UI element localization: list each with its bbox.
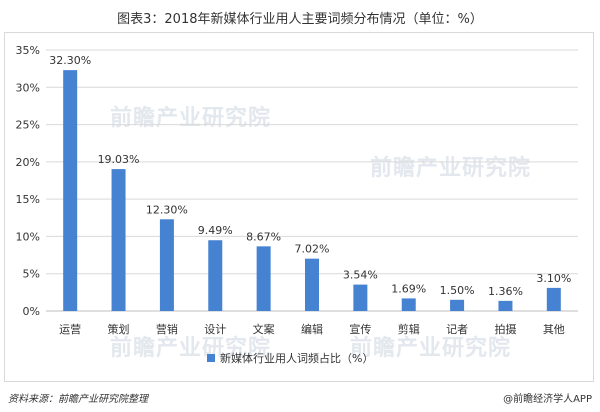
y-tick-label: 15% [16, 193, 40, 206]
bar [450, 299, 465, 311]
chart-title: 图表3：2018年新媒体行业用人主要词频分布情况（单位：%） [117, 12, 483, 27]
legend-swatch [207, 354, 215, 362]
data-label: 19.03% [98, 153, 140, 166]
y-tick-label: 30% [16, 81, 40, 94]
bar [159, 219, 174, 311]
watermark-1: 前瞻产业研究院 [110, 106, 272, 131]
bar [401, 298, 416, 311]
y-tick-label: 35% [16, 44, 40, 57]
bar [256, 246, 271, 311]
x-tick-label: 营销 [156, 322, 178, 336]
source-note: 资料来源：前瞻产业研究院整理 [8, 394, 148, 405]
x-tick-label: 运营 [59, 322, 81, 336]
bar [111, 169, 126, 311]
data-label: 1.69% [391, 282, 426, 295]
chart-frame [4, 32, 594, 382]
y-tick-label: 5% [23, 268, 40, 281]
legend-label: 新媒体行业用人词频占比（%） [220, 351, 373, 365]
x-tick-label: 记者 [446, 323, 468, 336]
data-label: 9.49% [198, 224, 233, 237]
x-tick-label: 拍摄 [494, 322, 516, 336]
data-label: 8.67% [246, 230, 281, 243]
bar [305, 258, 319, 311]
data-label: 1.50% [440, 284, 475, 297]
x-tick-label: 其他 [543, 323, 565, 336]
watermark-3: 前瞻产业研究院 [110, 336, 272, 361]
y-tick-label: 10% [16, 230, 40, 243]
brand-credit: @前瞻经济学人APP [503, 394, 592, 405]
bar [63, 70, 78, 312]
data-label: 3.10% [536, 272, 571, 285]
x-tick-label: 设计 [204, 323, 226, 336]
watermark-4: 前瞻产业研究院 [350, 336, 512, 361]
bar [353, 284, 368, 311]
x-tick-label: 剪辑 [398, 322, 420, 336]
y-tick-label: 20% [16, 156, 40, 169]
data-label: 3.54% [343, 269, 378, 282]
bar [498, 300, 513, 311]
x-tick-label: 编辑 [301, 322, 323, 336]
bar [208, 240, 223, 311]
data-label: 12.30% [146, 203, 188, 216]
x-tick-label: 策划 [108, 322, 130, 336]
y-tick-label: 25% [16, 119, 40, 132]
x-tick-label: 文案 [253, 322, 275, 336]
watermark-2: 前瞻产业研究院 [370, 156, 532, 181]
y-tick-label: 0% [23, 305, 40, 318]
x-tick-label: 宣传 [349, 322, 371, 336]
data-label: 1.36% [488, 285, 523, 298]
data-label: 7.02% [295, 243, 330, 256]
data-label: 32.30% [49, 54, 91, 67]
bar [546, 287, 561, 311]
